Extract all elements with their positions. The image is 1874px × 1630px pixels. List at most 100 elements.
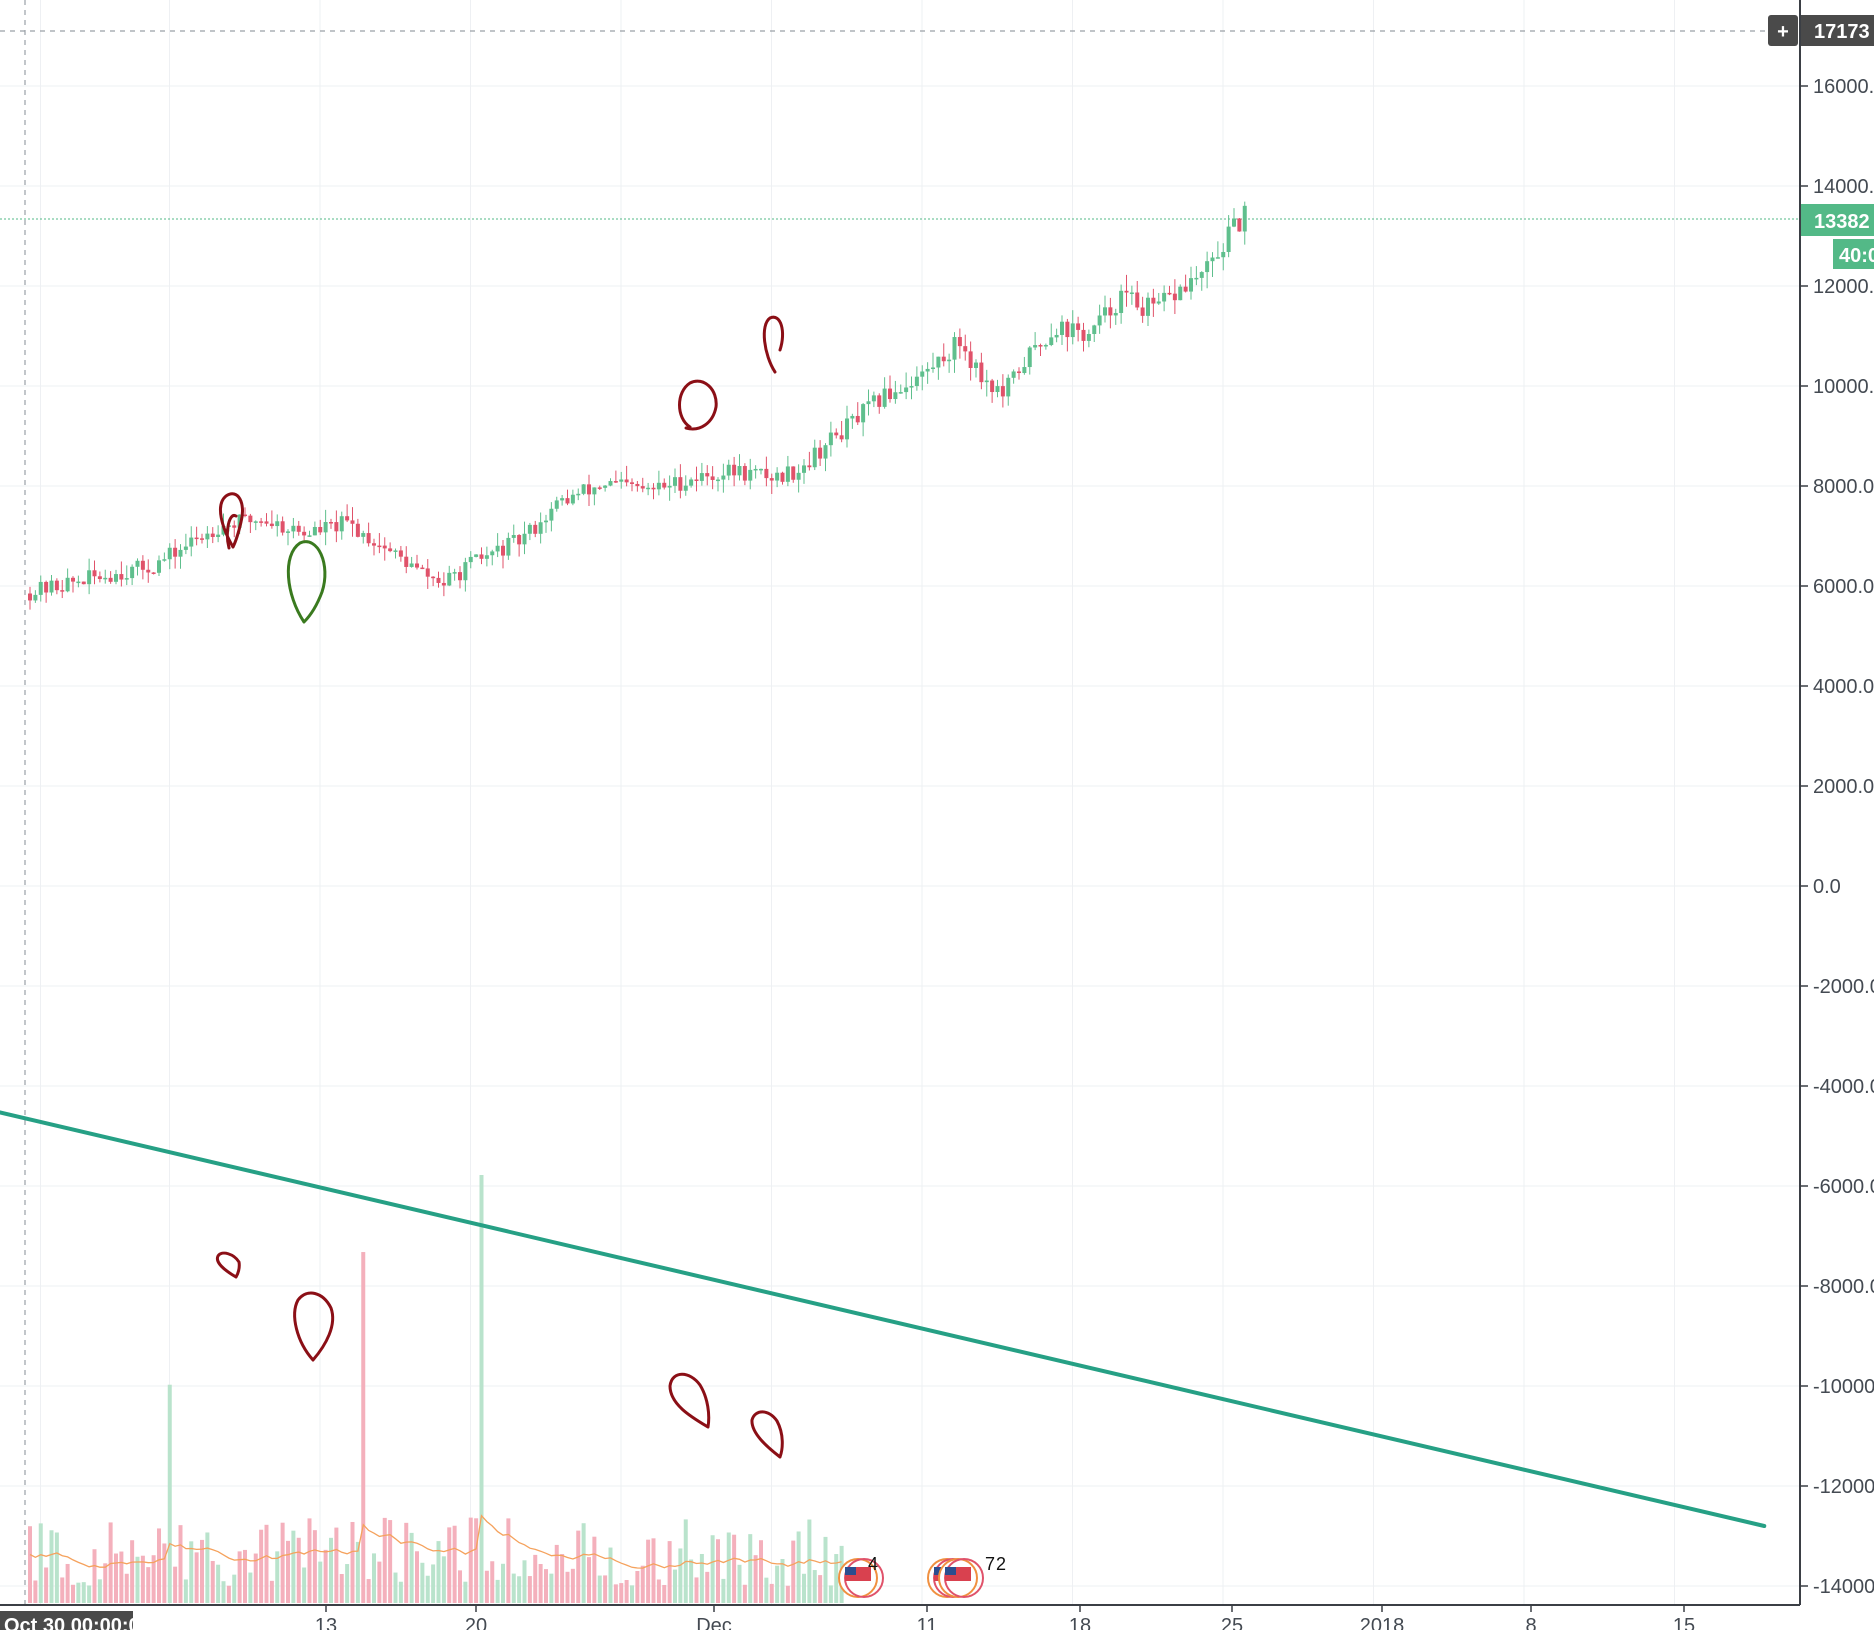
price-axis-ticks: 16000.0 14000.0 12000.0 10000.0 8000.0 6000.0… xyxy=(1800,76,1874,1598)
candle-body xyxy=(1135,292,1140,308)
trendline[interactable] xyxy=(0,1086,1767,1528)
candle-body xyxy=(893,392,898,400)
crosshair-time-bg xyxy=(0,1611,133,1630)
volume-bar xyxy=(646,1539,651,1603)
volume-bar xyxy=(791,1540,796,1603)
volume-bar xyxy=(785,1585,790,1603)
volume-bar xyxy=(608,1547,613,1603)
candle-body xyxy=(409,563,414,567)
candle-body xyxy=(716,479,720,482)
volume-bar xyxy=(243,1549,247,1603)
volume-bar xyxy=(812,1570,817,1603)
volume-bar xyxy=(823,1536,828,1603)
volume-bar xyxy=(146,1567,151,1603)
candle-body xyxy=(361,533,366,537)
volume-bar xyxy=(393,1572,398,1603)
volume-bar xyxy=(119,1551,124,1603)
candle-body xyxy=(71,577,75,582)
volume-bar xyxy=(775,1565,780,1603)
candle-body xyxy=(54,580,59,591)
candle-body xyxy=(237,514,242,528)
candle-body xyxy=(1199,272,1204,278)
price-tick-label: 10000.0 xyxy=(1813,376,1874,398)
candle-body xyxy=(372,543,376,546)
crosshair-add-button-bg[interactable] xyxy=(1768,15,1798,46)
volume-bar xyxy=(431,1564,436,1603)
candle-body xyxy=(312,526,317,536)
candle-body xyxy=(318,526,323,533)
volume-bar xyxy=(570,1568,575,1603)
event-marker[interactable]: 2 xyxy=(938,1554,1006,1598)
volume-bar xyxy=(108,1522,113,1603)
candle-body xyxy=(1210,257,1215,262)
volume-bar xyxy=(286,1540,290,1603)
volume-bar xyxy=(280,1522,285,1603)
candle-body xyxy=(339,516,344,532)
candle-body xyxy=(656,482,661,490)
candle-body xyxy=(243,514,247,517)
candle-body xyxy=(979,362,984,383)
candle-body xyxy=(404,556,409,567)
volume-bar xyxy=(721,1578,726,1603)
volume-bar xyxy=(237,1551,242,1603)
event-marker[interactable]: 4 xyxy=(838,1554,884,1598)
volume-bar xyxy=(71,1584,75,1603)
candle-body xyxy=(1006,377,1011,397)
candle-body xyxy=(468,556,473,563)
volume-bar xyxy=(538,1564,543,1603)
candle-body xyxy=(506,537,511,556)
candle-body xyxy=(366,533,371,544)
volume-bar xyxy=(737,1564,742,1603)
candle-body xyxy=(936,356,941,368)
volume-bar xyxy=(560,1554,565,1603)
last-price-badge: 13382 40:0 xyxy=(1801,204,1874,269)
candle-body xyxy=(990,380,995,393)
candle-body xyxy=(135,560,140,567)
candle-body xyxy=(699,473,704,481)
volume-bar xyxy=(689,1559,694,1603)
volume-bar xyxy=(135,1556,140,1603)
time-tick-label: 11 xyxy=(917,1615,938,1630)
candle-body xyxy=(1108,307,1113,316)
candle-body xyxy=(1162,292,1167,302)
candle-body xyxy=(759,468,763,471)
candle-body xyxy=(124,578,129,580)
volume-bar xyxy=(205,1532,210,1603)
candle-body xyxy=(33,594,38,601)
volume-bar xyxy=(275,1551,280,1603)
volume-bar xyxy=(479,1175,484,1603)
event-count-label: 4 xyxy=(868,1554,878,1574)
candle-body xyxy=(931,367,935,370)
volume-bar xyxy=(264,1524,269,1603)
candle-body xyxy=(232,525,237,528)
annotation-loop-red xyxy=(762,315,785,374)
volume-bar xyxy=(517,1576,522,1603)
candle-body xyxy=(415,563,419,568)
volume-bar xyxy=(533,1554,538,1603)
volume-bar xyxy=(436,1541,441,1603)
candle-body xyxy=(560,498,565,501)
volume-bar xyxy=(162,1543,167,1603)
volume-bar xyxy=(796,1531,801,1603)
candle-body xyxy=(651,487,656,490)
volume-bar xyxy=(194,1552,199,1603)
plus-icon[interactable]: + xyxy=(1777,21,1789,43)
time-axis-ticks: 13 20 Dec 11 18 25 2018 8 15 xyxy=(315,1605,1695,1630)
candle-body xyxy=(425,568,430,577)
candle-body xyxy=(597,487,602,489)
candle-body xyxy=(764,468,769,479)
annotation-loop-red xyxy=(750,1410,784,1459)
volume-bar xyxy=(834,1554,839,1603)
candle-body xyxy=(1033,345,1038,348)
candle-body xyxy=(484,555,489,559)
candle-body xyxy=(646,487,651,490)
candle-body xyxy=(710,476,715,480)
candle-body xyxy=(1081,329,1086,341)
candle-body xyxy=(1076,323,1081,330)
last-price-label: 13382 xyxy=(1814,211,1870,233)
candle-body xyxy=(76,581,81,584)
candle-body xyxy=(957,337,962,347)
candle-body xyxy=(291,525,296,532)
